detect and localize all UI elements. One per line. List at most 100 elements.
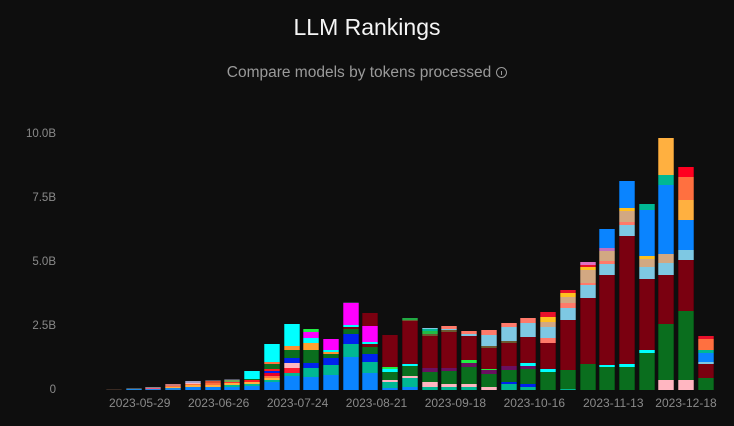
bar-segment[interactable] bbox=[441, 370, 458, 384]
bar-segment[interactable] bbox=[303, 338, 320, 344]
bar-segment[interactable] bbox=[579, 364, 596, 390]
bar-segment[interactable] bbox=[697, 350, 714, 353]
chart-bar[interactable] bbox=[382, 335, 399, 390]
bar-segment[interactable] bbox=[362, 343, 379, 347]
bar-segment[interactable] bbox=[421, 387, 438, 390]
bar-segment[interactable] bbox=[263, 372, 280, 376]
bar-segment[interactable] bbox=[638, 266, 655, 280]
bar-segment[interactable] bbox=[618, 364, 635, 367]
chart-bar[interactable] bbox=[145, 386, 162, 390]
bar-segment[interactable] bbox=[480, 370, 497, 375]
bar-segment[interactable] bbox=[323, 349, 340, 353]
bar-segment[interactable] bbox=[303, 343, 320, 350]
bar-segment[interactable] bbox=[441, 328, 458, 331]
bar-segment[interactable] bbox=[323, 354, 340, 359]
bar-segment[interactable] bbox=[480, 348, 497, 369]
bar-segment[interactable] bbox=[165, 387, 182, 389]
chart-bar[interactable] bbox=[106, 388, 122, 390]
bar-segment[interactable] bbox=[520, 322, 537, 338]
bar-segment[interactable] bbox=[678, 311, 695, 381]
bar-segment[interactable] bbox=[421, 381, 438, 388]
bar-segment[interactable] bbox=[461, 367, 478, 384]
chart-bar[interactable] bbox=[224, 378, 241, 390]
bar-segment[interactable] bbox=[599, 228, 616, 249]
bar-segment[interactable] bbox=[520, 384, 537, 388]
chart-bar[interactable] bbox=[520, 318, 537, 390]
bar-segment[interactable] bbox=[323, 365, 340, 375]
bar-segment[interactable] bbox=[618, 222, 635, 225]
bar-segment[interactable] bbox=[283, 367, 300, 373]
bar-segment[interactable] bbox=[263, 368, 280, 371]
bar-segment[interactable] bbox=[461, 331, 478, 334]
bar-segment[interactable] bbox=[678, 199, 695, 221]
chart-bar[interactable] bbox=[125, 387, 142, 390]
bar-segment[interactable] bbox=[421, 367, 438, 372]
bar-segment[interactable] bbox=[145, 387, 162, 389]
bar-segment[interactable] bbox=[421, 333, 438, 336]
bar-segment[interactable] bbox=[559, 319, 576, 370]
bar-segment[interactable] bbox=[244, 386, 261, 390]
bar-segment[interactable] bbox=[599, 263, 616, 276]
chart-bar[interactable] bbox=[618, 181, 635, 390]
bar-segment[interactable] bbox=[480, 346, 497, 349]
chart-bar[interactable] bbox=[480, 329, 497, 390]
bar-segment[interactable] bbox=[618, 181, 635, 209]
bar-segment[interactable] bbox=[382, 367, 399, 370]
bar-segment[interactable] bbox=[520, 318, 537, 323]
bar-segment[interactable] bbox=[540, 321, 557, 327]
chart-bar[interactable] bbox=[421, 328, 438, 390]
bar-segment[interactable] bbox=[520, 366, 537, 370]
bar-segment[interactable] bbox=[579, 264, 596, 268]
bar-segment[interactable] bbox=[441, 387, 458, 390]
chart-bar[interactable] bbox=[184, 381, 201, 390]
bar-segment[interactable] bbox=[540, 312, 557, 317]
bar-segment[interactable] bbox=[697, 338, 714, 351]
bar-segment[interactable] bbox=[638, 349, 655, 353]
bar-segment[interactable] bbox=[342, 329, 359, 335]
bar-segment[interactable] bbox=[599, 275, 616, 365]
chart-bar[interactable] bbox=[559, 290, 576, 390]
bar-segment[interactable] bbox=[165, 384, 182, 386]
bar-segment[interactable] bbox=[184, 385, 201, 388]
bar-segment[interactable] bbox=[697, 361, 714, 365]
bar-segment[interactable] bbox=[579, 282, 596, 286]
bar-segment[interactable] bbox=[224, 385, 241, 387]
bar-segment[interactable] bbox=[401, 377, 418, 387]
bar-segment[interactable] bbox=[500, 340, 517, 343]
bar-segment[interactable] bbox=[500, 366, 517, 371]
bar-segment[interactable] bbox=[678, 220, 695, 250]
bar-segment[interactable] bbox=[145, 388, 162, 390]
bar-segment[interactable] bbox=[697, 364, 714, 379]
bar-segment[interactable] bbox=[303, 331, 320, 339]
bar-segment[interactable] bbox=[204, 379, 221, 382]
bar-segment[interactable] bbox=[263, 382, 280, 390]
bar-segment[interactable] bbox=[658, 174, 675, 185]
chart-bar[interactable] bbox=[658, 137, 675, 390]
bar-segment[interactable] bbox=[362, 346, 379, 355]
bar-segment[interactable] bbox=[125, 387, 142, 389]
chart-bar[interactable] bbox=[263, 344, 280, 390]
bar-segment[interactable] bbox=[441, 326, 458, 329]
bar-segment[interactable] bbox=[638, 256, 655, 259]
bar-segment[interactable] bbox=[184, 381, 201, 383]
bar-segment[interactable] bbox=[382, 381, 399, 388]
bar-segment[interactable] bbox=[540, 338, 557, 344]
bar-segment[interactable] bbox=[559, 303, 576, 309]
bar-segment[interactable] bbox=[382, 387, 399, 390]
bar-segment[interactable] bbox=[303, 328, 320, 332]
bar-segment[interactable] bbox=[421, 329, 438, 331]
bar-segment[interactable] bbox=[204, 381, 221, 383]
bar-segment[interactable] bbox=[559, 388, 576, 390]
bar-segment[interactable] bbox=[559, 369, 576, 389]
bar-segment[interactable] bbox=[599, 251, 616, 262]
bar-segment[interactable] bbox=[362, 361, 379, 374]
chart-bar[interactable] bbox=[204, 379, 221, 390]
bar-segment[interactable] bbox=[540, 343, 557, 370]
chart-bar[interactable] bbox=[678, 167, 695, 390]
bar-segment[interactable] bbox=[263, 375, 280, 378]
bar-segment[interactable] bbox=[204, 386, 221, 390]
bar-segment[interactable] bbox=[244, 370, 261, 379]
bar-segment[interactable] bbox=[145, 386, 162, 388]
info-circle-icon[interactable] bbox=[496, 67, 508, 78]
bar-segment[interactable] bbox=[283, 363, 300, 368]
